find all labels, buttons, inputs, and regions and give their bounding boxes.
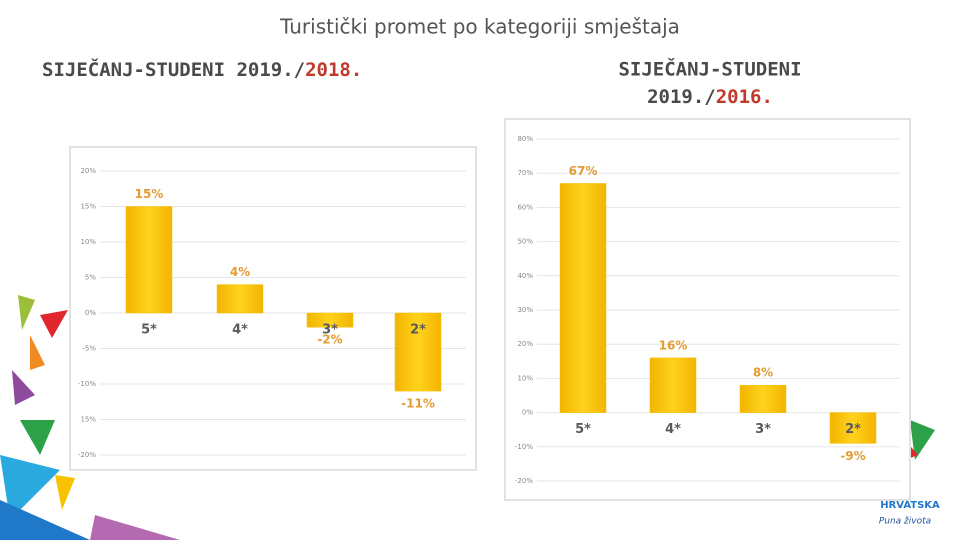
y-tick-label: -10% (515, 443, 533, 451)
y-tick-label: 10% (517, 374, 533, 382)
y-tick-label: 40% (517, 272, 533, 280)
y-tick-label: -10% (78, 380, 96, 388)
data-label: 4% (230, 265, 250, 279)
y-tick-label: 0% (85, 309, 96, 317)
y-tick-label: 10% (80, 238, 96, 246)
heading-part: SIJEČANJ-STUDENI 2019./ (42, 57, 305, 81)
data-label: 16% (659, 338, 688, 352)
y-tick-label: 60% (517, 203, 533, 211)
data-label: 15% (135, 187, 164, 201)
heading: SIJEČANJ-STUDENI 2019./2018. (42, 57, 362, 81)
heading: SIJEČANJ-STUDENI (618, 57, 801, 81)
data-label: -11% (401, 397, 435, 411)
logo-tagline: Puna života (879, 517, 931, 527)
y-tick-label: 80% (517, 135, 533, 143)
y-tick-label: -5% (82, 345, 96, 353)
y-tick-label: 0% (522, 409, 533, 417)
x-tick-label: 4* (665, 422, 681, 437)
bar (306, 312, 354, 328)
x-tick-label: 3* (322, 323, 338, 338)
x-tick-label: 5* (141, 323, 157, 338)
data-label: 8% (753, 366, 773, 380)
heading-part: 2019./ (647, 86, 716, 108)
y-tick-label: 70% (517, 169, 533, 177)
y-tick-label: 50% (517, 238, 533, 246)
y-tick-label: -20% (78, 451, 96, 459)
data-label: -2% (317, 333, 342, 347)
bar (394, 312, 442, 392)
x-tick-label: 4* (232, 323, 248, 338)
bar (649, 357, 697, 413)
heading: 2019./2016. (647, 86, 773, 108)
bar (216, 284, 264, 314)
data-label: 67% (569, 164, 598, 178)
x-tick-label: 3* (755, 422, 771, 437)
y-tick-label: 15% (80, 416, 96, 424)
y-tick-label: 15% (80, 203, 96, 211)
heading-year: 2016. (716, 86, 773, 108)
chart: 80% 70% 60% 50% 40% 30% 20% 10% 0% -10% -20% 67% 5* 1… (504, 118, 911, 501)
bar (829, 412, 877, 444)
bar (125, 206, 173, 314)
y-tick-label: 5% (85, 274, 96, 282)
data-label: -9% (840, 449, 865, 463)
slide-title: Turistički promet po kategoriji smještaj… (279, 15, 680, 39)
y-tick-label: -20% (515, 477, 533, 485)
x-tick-label: 2* (845, 422, 861, 437)
heading-year: 2018. (305, 59, 362, 81)
x-tick-label: 5* (575, 422, 591, 437)
bar (559, 183, 607, 413)
x-tick-label: 2* (410, 323, 426, 338)
y-tick-label: 20% (517, 340, 533, 348)
bar (739, 384, 787, 413)
y-tick-label: 30% (517, 306, 533, 314)
logo-text: HRVATSKA (880, 500, 940, 511)
chart: 20% 15% 10% 5% 0% -5% -10% 15% -20% 15% 5* 4% 4* -2%3… (69, 146, 477, 471)
y-tick-label: 20% (80, 167, 96, 175)
